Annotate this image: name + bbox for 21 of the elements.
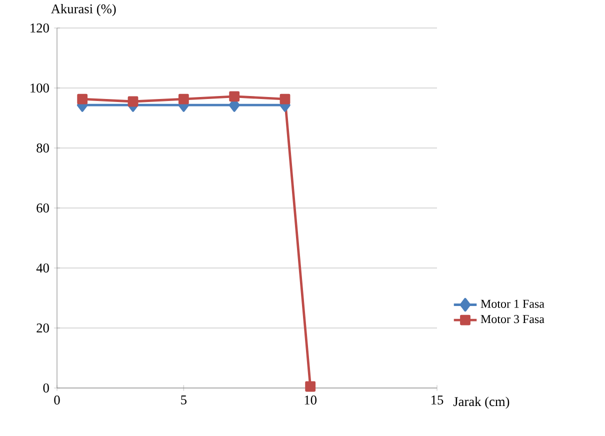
y-tick-label: 20 [36, 324, 49, 332]
y-tick-label: 40 [36, 264, 49, 272]
x-tick-label: 5 [181, 396, 186, 404]
y-tick-label: 60 [36, 204, 49, 212]
legend-label: Motor 1 Fasa [480, 300, 544, 308]
x-axis-title: Jarak (cm) [453, 396, 510, 409]
y-axis-title: Akurasi (%) [50, 4, 116, 16]
x-tick-label: 10 [304, 396, 317, 405]
y-tick-label: 120 [30, 24, 49, 32]
point [128, 96, 138, 107]
point [229, 91, 240, 102]
x-tick-label: 0 [54, 396, 60, 405]
x-tick-label: 15 [432, 396, 444, 404]
point [305, 381, 316, 392]
point [280, 94, 290, 104]
y-tick-label: 80 [36, 144, 49, 152]
y-tick-label: 0 [43, 384, 49, 392]
y-tick-label: 100 [30, 84, 49, 92]
legend-label: Motor 3 Fasa [480, 315, 544, 324]
point [77, 94, 88, 104]
point [178, 94, 189, 104]
